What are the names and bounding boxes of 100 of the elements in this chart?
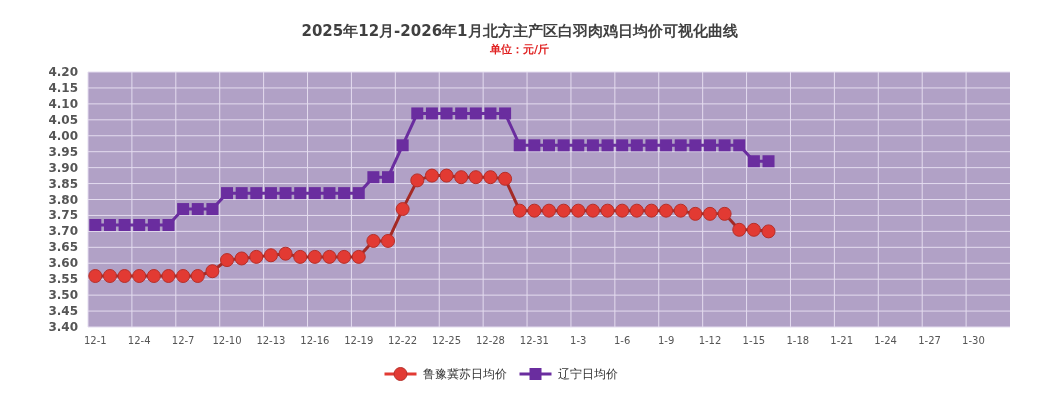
point [103, 219, 116, 231]
point [645, 139, 658, 152]
point [747, 155, 760, 168]
point [689, 139, 702, 152]
point [630, 139, 643, 152]
point [468, 170, 483, 185]
x-tick-label: 1-21 [830, 335, 854, 346]
point [235, 187, 248, 200]
point [572, 139, 585, 152]
point [338, 187, 351, 200]
point [674, 139, 687, 152]
y-tick-label: 3.65 [48, 240, 78, 255]
x-tick-label: 1-15 [742, 335, 766, 346]
point [455, 107, 468, 120]
point [703, 139, 716, 152]
point [396, 139, 409, 152]
y-tick-label: 4.00 [48, 128, 78, 143]
x-tick-label: 1-12 [698, 335, 722, 346]
x-tick-label: 12-19 [344, 335, 374, 346]
x-tick-label: 1-6 [614, 335, 631, 346]
point [718, 139, 731, 152]
x-tick-label: 12-1 [83, 335, 107, 346]
point [673, 203, 688, 218]
point [190, 269, 205, 283]
point [557, 139, 570, 152]
point [543, 139, 555, 152]
point [381, 233, 396, 248]
y-tick-label: 3.45 [48, 304, 78, 319]
y-tick-label: 4.20 [48, 65, 78, 79]
point [89, 219, 102, 231]
point [191, 203, 204, 216]
y-tick-label: 3.80 [48, 192, 78, 207]
chart-subtitle: 单位：元/斤 [488, 43, 550, 56]
x-tick-label: 12-13 [256, 335, 286, 346]
x-tick-label: 12-16 [300, 335, 330, 346]
point [629, 203, 644, 218]
point [746, 222, 761, 237]
point [177, 203, 190, 216]
y-tick-label: 4.05 [48, 112, 78, 127]
y-tick-label: 3.85 [48, 176, 78, 191]
point [410, 173, 425, 188]
point [585, 203, 600, 218]
x-tick-label: 1-30 [962, 335, 985, 346]
legend-label: 辽宁日均价 [557, 367, 618, 381]
point [221, 187, 234, 200]
point [499, 107, 512, 120]
point [146, 269, 161, 283]
x-tick-label: 12-4 [127, 335, 151, 346]
point [439, 168, 454, 183]
y-tick-label: 3.95 [48, 144, 78, 159]
point [352, 187, 365, 200]
y-tick-label: 3.90 [48, 160, 78, 175]
x-tick-label: 12-25 [432, 335, 462, 346]
point [322, 249, 337, 264]
point [117, 269, 132, 283]
point [323, 187, 336, 200]
point [616, 139, 629, 152]
x-tick-label: 12-28 [475, 335, 505, 346]
point [279, 187, 292, 200]
point [586, 139, 599, 152]
x-tick-label: 1-3 [570, 335, 587, 346]
y-tick-label: 3.55 [48, 272, 78, 287]
point [615, 203, 630, 218]
x-tick-label: 1-9 [657, 335, 675, 346]
point [571, 203, 586, 218]
point [132, 269, 147, 283]
point [469, 107, 482, 120]
point [762, 155, 775, 168]
point [556, 203, 571, 218]
x-tick-label: 12-7 [171, 335, 195, 346]
point [250, 187, 263, 200]
point [205, 264, 220, 279]
x-tick-label: 1-18 [786, 335, 810, 346]
point [498, 171, 513, 186]
y-tick-label: 3.50 [48, 288, 78, 303]
point [484, 107, 497, 120]
point [337, 249, 352, 264]
point [761, 224, 776, 239]
point [249, 249, 264, 264]
point [102, 269, 117, 283]
point [395, 202, 410, 217]
point [351, 249, 366, 264]
point [512, 203, 527, 218]
point [542, 203, 556, 218]
point [161, 269, 176, 283]
point [147, 219, 160, 231]
point [206, 203, 219, 216]
point [425, 107, 438, 120]
point [263, 248, 278, 263]
point [133, 219, 146, 231]
point [176, 269, 191, 283]
point [307, 249, 322, 264]
point [644, 203, 659, 218]
point [162, 219, 175, 231]
point [264, 187, 277, 200]
point [88, 269, 103, 283]
point [424, 168, 439, 183]
point [411, 107, 424, 120]
point [308, 187, 321, 200]
x-tick-label: 1-24 [874, 335, 897, 346]
